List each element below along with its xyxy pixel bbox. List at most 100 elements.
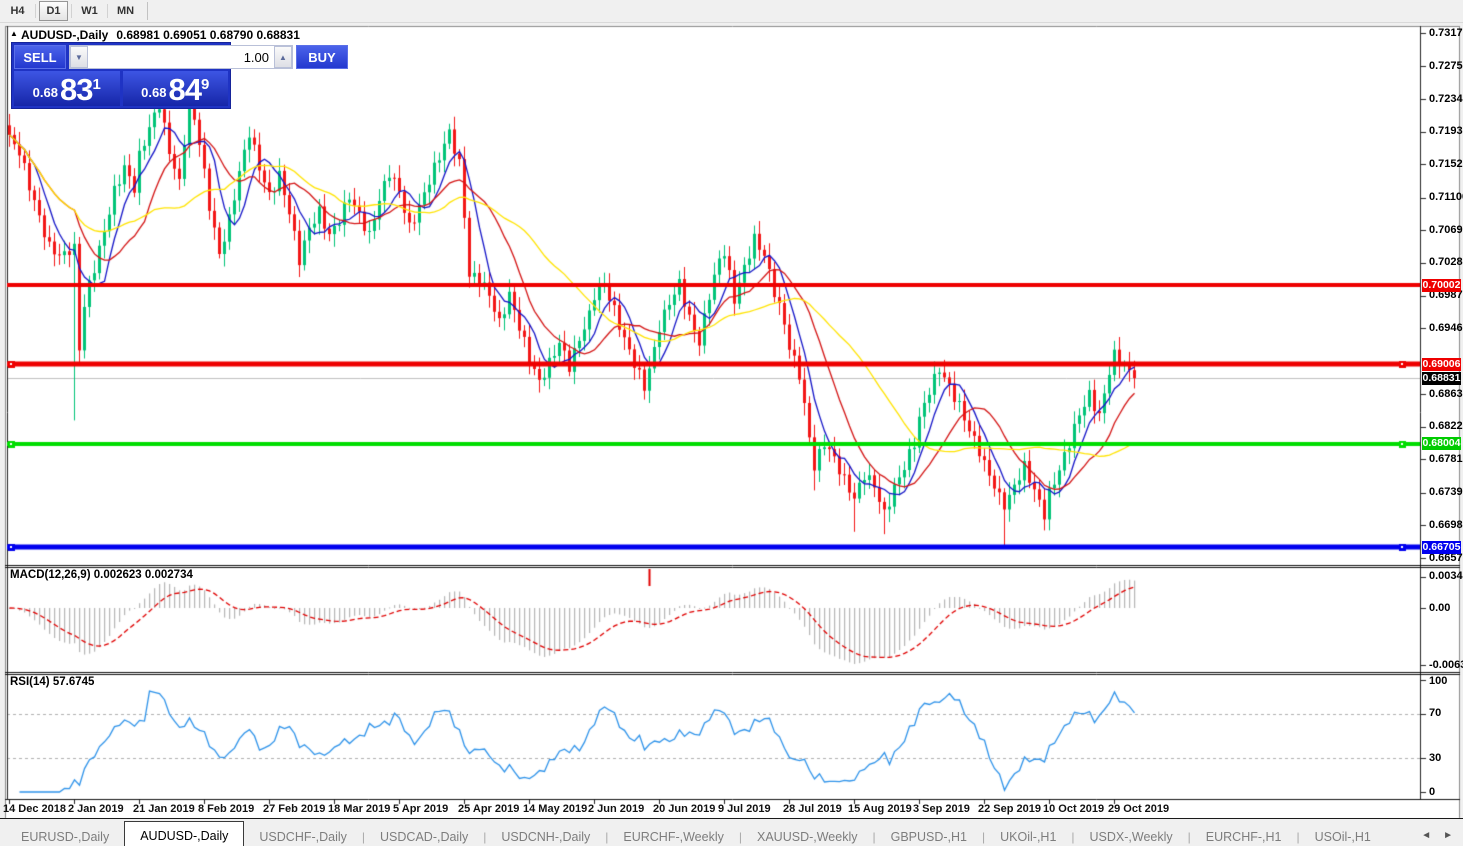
rsi-tick-label: 70 <box>1429 707 1442 720</box>
tab-eurchf-h1[interactable]: EURCHF-,H1 <box>1205 829 1282 844</box>
timeframe-button-h4[interactable]: H4 <box>10 5 25 17</box>
ohlc-values: 0.68981 0.69051 0.68790 0.68831 <box>116 28 300 42</box>
buy-price-pip: 9 <box>200 76 210 93</box>
tab-eurchf-weekly[interactable]: EURCHF-,Weekly <box>623 829 724 844</box>
tab-usoil-h1[interactable]: USOil-,H1 <box>1314 829 1371 844</box>
sell-price-prefix: 0.68 <box>32 85 58 100</box>
rsi-title-label: RSI(14) <box>10 676 50 688</box>
toolbar-separator <box>147 2 148 20</box>
date-tick-label: 2 Jun 2019 <box>588 803 645 815</box>
tab-separator: | <box>872 830 876 844</box>
sell-price-main: 83 <box>59 72 93 107</box>
toolbar-separator <box>107 4 108 18</box>
tab-separator: | <box>982 830 986 844</box>
timeframe-button-w1[interactable]: W1 <box>81 5 98 17</box>
macd-tick-label: 0.00349 <box>1429 570 1463 583</box>
sell-price-display[interactable]: 0.68 83 1 <box>14 71 120 106</box>
rsi-tick-label: 0 <box>1429 785 1436 798</box>
date-tick-label: 20 Jun 2019 <box>653 803 716 815</box>
tab-eurusd-daily[interactable]: EURUSD-,Daily <box>21 829 110 844</box>
tab-scroll-right-icon[interactable]: ► <box>1443 830 1453 841</box>
tab-ukoil-h1[interactable]: UKOil-,H1 <box>1000 829 1057 844</box>
price-line-badge: 0.68831 <box>1422 371 1461 385</box>
date-tick-label: 9 Jul 2019 <box>718 803 771 815</box>
date-tick-label: 29 Oct 2019 <box>1108 803 1170 815</box>
tab-gbpusd-h1[interactable]: GBPUSD-,H1 <box>890 829 968 844</box>
price-line-badge: 0.69006 <box>1422 357 1461 371</box>
date-tick-label: 25 Apr 2019 <box>458 803 520 815</box>
date-tick-label: 2 Jan 2019 <box>68 803 124 815</box>
buy-price-prefix: 0.68 <box>141 85 167 100</box>
tab-separator: | <box>1187 830 1191 844</box>
buy-price-main: 84 <box>168 72 201 107</box>
volume-input[interactable] <box>88 46 274 68</box>
rsi-tick-label: 30 <box>1429 751 1442 764</box>
date-tick-label: 28 Jul 2019 <box>783 803 842 815</box>
sell-button[interactable]: SELL <box>14 45 66 69</box>
symbol-period-label: AUDUSD-,Daily <box>21 28 109 42</box>
buy-price-display[interactable]: 0.68 84 9 <box>122 71 228 107</box>
date-tick-label: 3 Sep 2019 <box>913 803 970 815</box>
timeframe-toolbar: H4 D1 W1 MN <box>0 0 1463 23</box>
tab-usdx-weekly[interactable]: USDX-,Weekly <box>1089 829 1173 844</box>
date-tick-label: 14 Dec 2018 <box>3 803 66 815</box>
rsi-indicator-title: RSI(14) 57.6745 <box>10 676 94 688</box>
tab-scroll-left-icon[interactable]: ◄ <box>1421 830 1432 841</box>
tab-separator: | <box>605 830 609 844</box>
date-tick-label: 14 May 2019 <box>523 803 588 815</box>
date-tick-label: 15 Aug 2019 <box>848 803 912 815</box>
tab-separator: | <box>361 830 366 844</box>
tab-separator: | <box>1296 830 1300 844</box>
price-line-badge: 0.70002 <box>1422 278 1461 292</box>
macd-tick-label: 0.00 <box>1429 601 1451 614</box>
buy-button[interactable]: BUY <box>296 45 348 69</box>
rsi-value-label: 57.6745 <box>52 676 95 688</box>
chart-title: AUDUSD-,Daily 0.68981 0.69051 0.68790 0.6… <box>21 28 300 42</box>
timeframe-button-d1[interactable]: D1 <box>39 1 68 21</box>
tab-usdcnh-daily[interactable]: USDCNH-,Daily <box>501 829 591 844</box>
timeframe-button-mn[interactable]: MN <box>116 5 135 17</box>
volume-decrease-button[interactable]: ▼ <box>70 46 88 68</box>
macd-indicator-title: MACD(12,26,9) 0.002623 0.002734 <box>10 569 193 581</box>
tab-audusd-daily[interactable]: AUDUSD-,Daily <box>124 821 245 846</box>
tab-separator: | <box>1071 830 1075 844</box>
price-line-badge: 0.66705 <box>1422 540 1461 554</box>
volume-increase-button[interactable]: ▲ <box>274 46 292 68</box>
volume-spinner: ▼ ▲ <box>69 45 293 69</box>
sell-price-pip: 1 <box>92 76 101 93</box>
tab-separator: | <box>483 830 487 844</box>
date-tick-label: 10 Oct 2019 <box>1043 803 1105 815</box>
tab-usdchf-daily[interactable]: USDCHF-,Daily <box>259 829 347 844</box>
toolbar-separator <box>35 4 36 18</box>
date-tick-label: 8 Feb 2019 <box>198 803 255 815</box>
date-tick-label: 5 Apr 2019 <box>393 803 449 815</box>
date-tick-label: 22 Sep 2019 <box>978 803 1041 815</box>
timeframe-buttons: H4 D1 W1 MN <box>0 0 141 22</box>
tab-scroll-arrows: ◄ ► <box>1421 830 1463 846</box>
chart-tab-bar: EURUSD-,Daily AUDUSD-,Daily USDCHF-,Daily |… <box>0 818 1463 846</box>
collapse-triangle-icon[interactable]: ▲ <box>10 29 18 38</box>
chart-tabs: EURUSD-,Daily AUDUSD-,Daily USDCHF-,Daily |… <box>0 819 1386 846</box>
tab-usdcad-daily[interactable]: USDCAD-,Daily <box>380 829 469 844</box>
date-tick-label: 18 Mar 2019 <box>328 803 391 815</box>
tab-xauusd-weekly[interactable]: XAUUSD-,Weekly <box>757 829 858 844</box>
date-tick-label: 27 Feb 2019 <box>263 803 326 815</box>
macd-title-label: MACD(12,26,9) <box>10 569 91 581</box>
toolbar-separator <box>71 4 72 18</box>
